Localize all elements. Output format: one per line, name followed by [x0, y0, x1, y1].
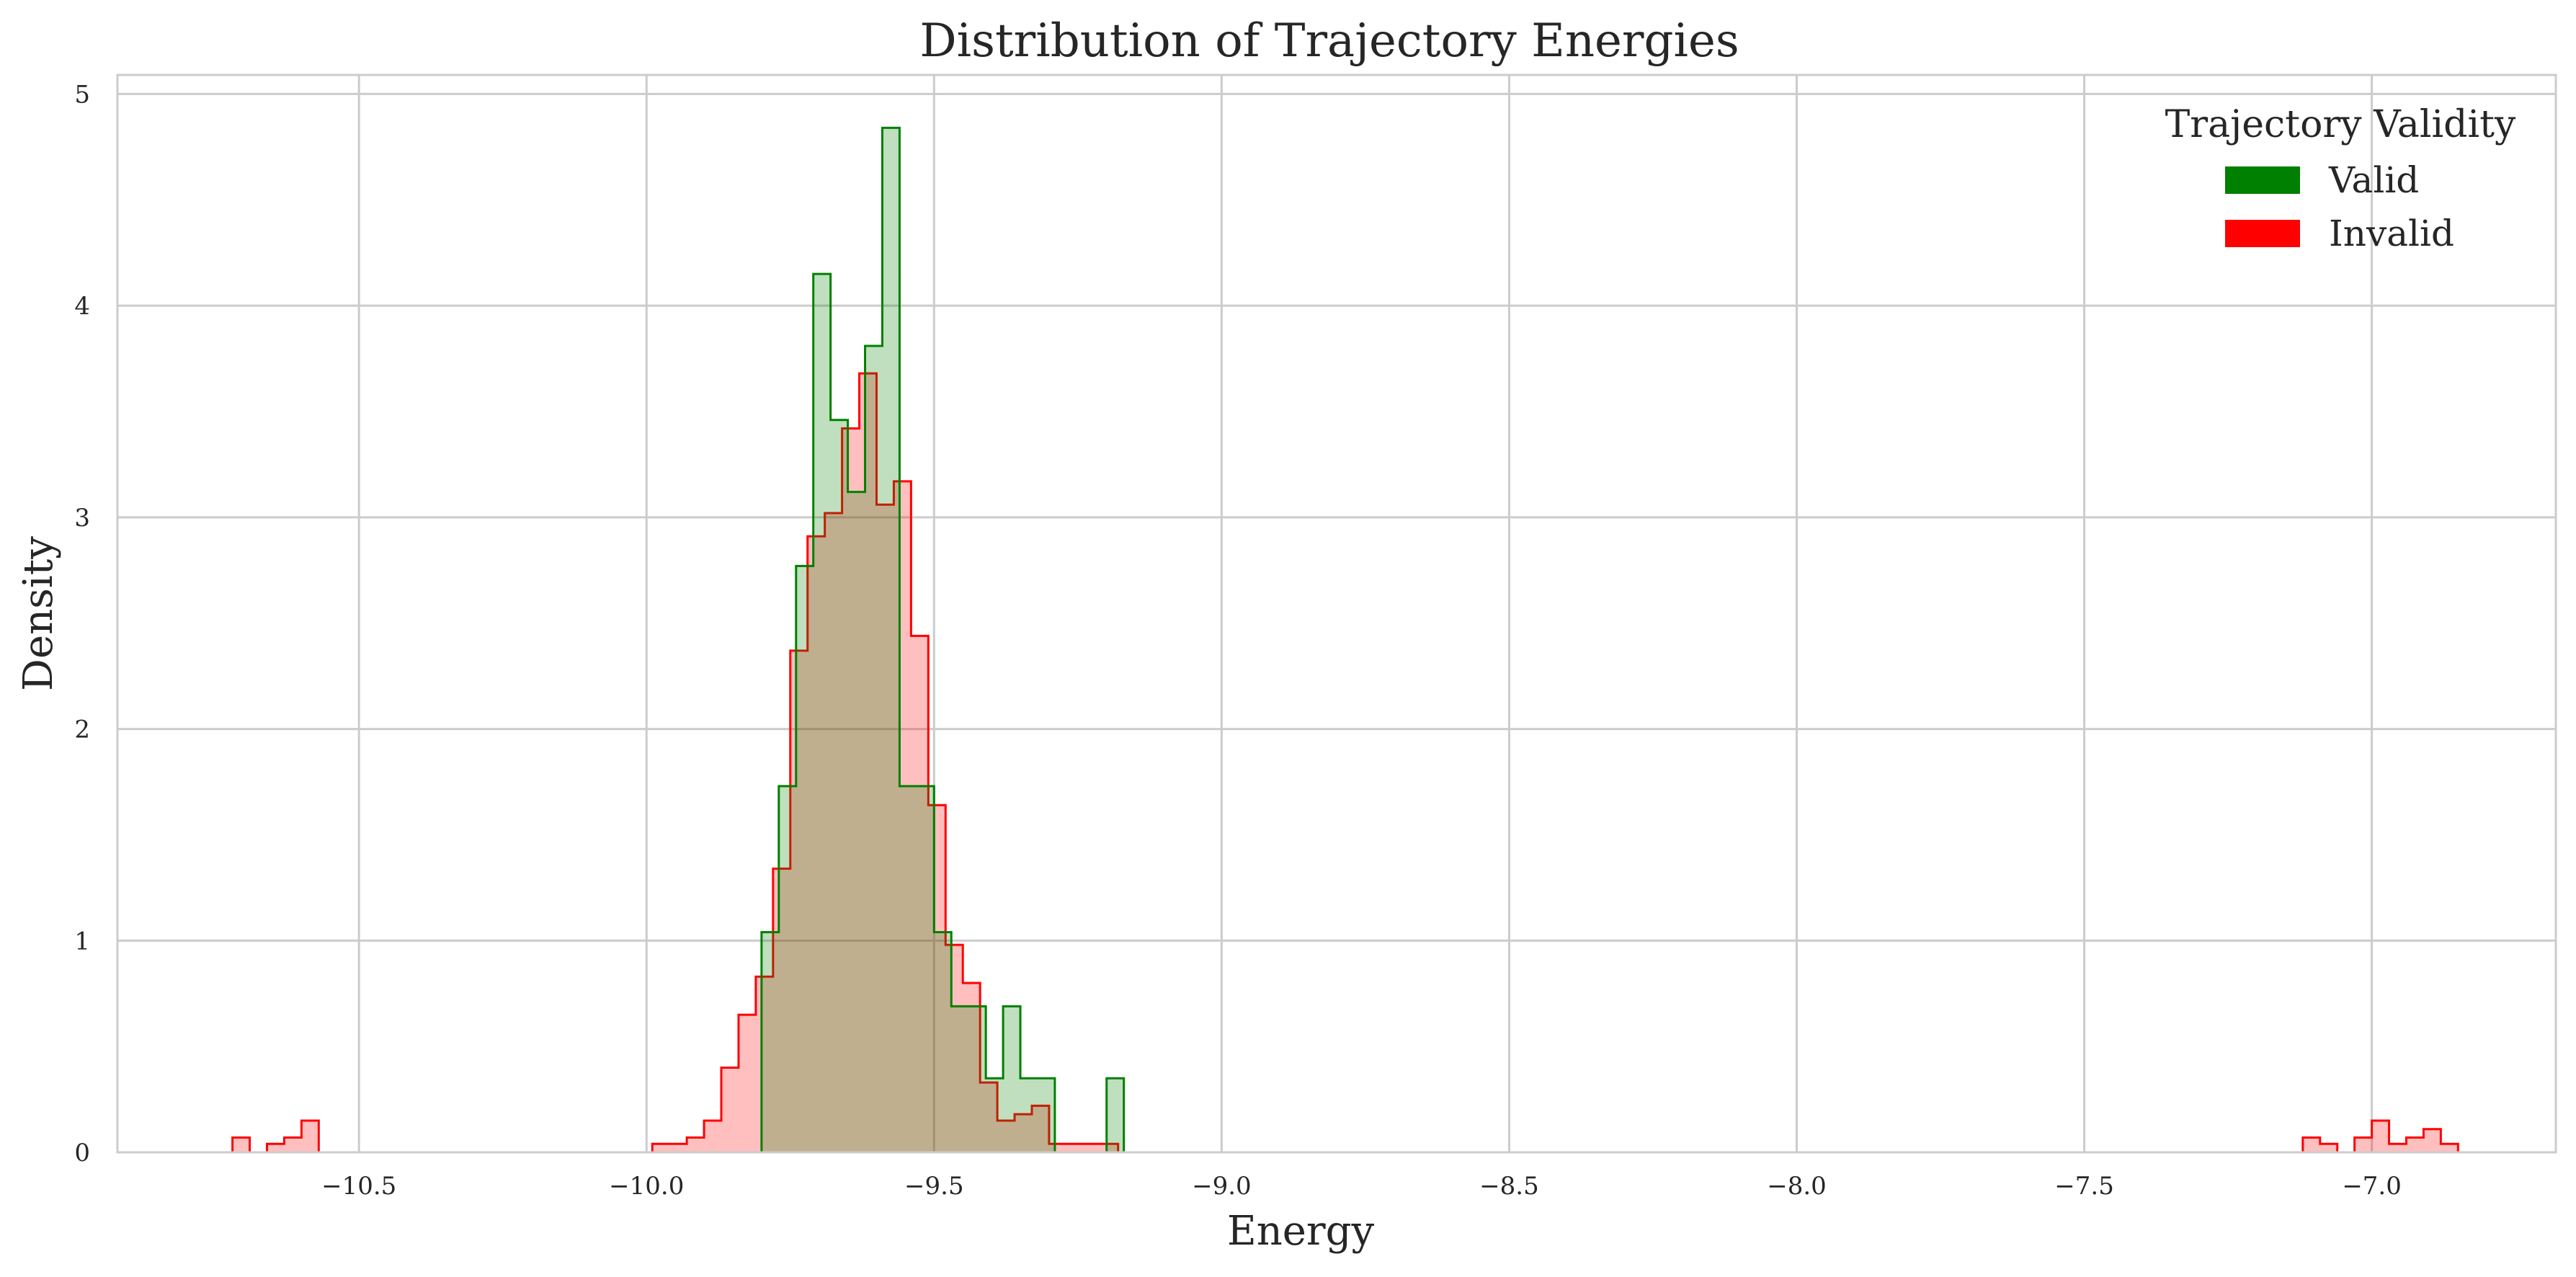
- plot-area: [231, 126, 2459, 1154]
- valid-histogram-bar: [1003, 1006, 1020, 1152]
- invalid-histogram-bar: [721, 1068, 739, 1152]
- invalid-histogram-outline: [231, 1119, 320, 1154]
- invalid-histogram-bar: [2389, 1144, 2407, 1152]
- invalid-histogram-bar: [2406, 1137, 2423, 1152]
- invalid-histogram-bar: [301, 1121, 318, 1152]
- valid-histogram-bar: [882, 128, 899, 1152]
- valid-histogram-bar: [917, 786, 934, 1152]
- valid-histogram-bar: [1020, 1078, 1038, 1152]
- invalid-histogram-outline: [2301, 1119, 2459, 1154]
- invalid-histogram-fill: [652, 373, 1118, 1153]
- valid-histogram-bar: [814, 274, 831, 1152]
- valid-histogram-bar: [968, 1006, 986, 1152]
- x-tick-label: −10.0: [609, 1172, 684, 1201]
- invalid-histogram-fill: [232, 1120, 319, 1152]
- x-tick-label: −7.0: [2342, 1172, 2402, 1201]
- valid-histogram-bar: [831, 420, 848, 1152]
- invalid-histogram-bar: [2303, 1137, 2320, 1152]
- legend-title: Trajectory Validity: [2165, 103, 2516, 146]
- valid-histogram-fill: [761, 128, 1124, 1153]
- valid-histogram-bar: [951, 1006, 968, 1152]
- legend: Trajectory Validity Valid Invalid: [2165, 103, 2516, 254]
- valid-histogram-bar: [865, 346, 883, 1152]
- invalid-histogram-bar: [2372, 1121, 2389, 1152]
- invalid-histogram-bar: [2355, 1137, 2372, 1152]
- y-tick-label: 5: [74, 80, 90, 109]
- invalid-histogram-bar: [284, 1137, 301, 1152]
- valid-histogram-bar: [1107, 1078, 1124, 1152]
- legend-swatch-invalid: [2225, 220, 2300, 247]
- invalid-histogram-bar: [652, 1144, 669, 1152]
- legend-swatch-valid: [2225, 166, 2300, 194]
- plot-frame: [116, 74, 2557, 1154]
- invalid-histogram-bar: [2423, 1129, 2441, 1152]
- x-tick-label: −9.5: [904, 1172, 964, 1201]
- x-tick-label: −8.0: [1767, 1172, 1827, 1201]
- invalid-histogram-bar: [739, 1015, 756, 1152]
- invalid-histogram-bar: [233, 1137, 250, 1152]
- y-tick-label: 4: [74, 292, 90, 321]
- invalid-histogram-bar: [669, 1144, 687, 1152]
- legend-label-valid: Valid: [2328, 159, 2419, 201]
- x-tick-label: −9.0: [1192, 1172, 1252, 1201]
- y-tick-label: 1: [74, 927, 90, 956]
- invalid-histogram-bar: [687, 1137, 704, 1152]
- x-axis-label: Energy: [1227, 1208, 1375, 1255]
- valid-histogram-bar: [779, 786, 796, 1152]
- x-tick-label: −7.5: [2054, 1172, 2114, 1201]
- y-tick-label: 3: [74, 504, 90, 533]
- valid-histogram-bar: [848, 492, 865, 1152]
- y-tick-label: 2: [74, 716, 90, 744]
- x-tick-label: −10.5: [321, 1172, 396, 1201]
- tick-labels: −10.5 −10.0 −9.5 −9.0 −8.5 −8.0 −7.5 −7.0 0 1 2 3 4 5: [74, 80, 2402, 1201]
- invalid-histogram-bar: [2441, 1144, 2458, 1152]
- y-axis-label: Density: [15, 536, 62, 691]
- invalid-histogram-fill: [2302, 1120, 2459, 1152]
- invalid-histogram-bar: [2320, 1144, 2337, 1152]
- invalid-histogram-outline: [651, 372, 1120, 1154]
- valid-histogram-bar: [899, 786, 917, 1152]
- valid-histogram-bar: [934, 933, 951, 1152]
- invalid-histogram-bar: [267, 1144, 285, 1152]
- valid-histogram-bar: [1038, 1078, 1055, 1152]
- y-tick-label: 0: [74, 1139, 90, 1167]
- valid-histogram-bar: [762, 933, 779, 1152]
- valid-histogram-bar: [796, 566, 814, 1152]
- chart-title: Distribution of Trajectory Energies: [919, 14, 1739, 68]
- x-tick-label: −8.5: [1479, 1172, 1539, 1201]
- legend-label-invalid: Invalid: [2329, 213, 2454, 254]
- invalid-histogram-bar: [1066, 1144, 1084, 1152]
- valid-histogram-bar: [986, 1078, 1003, 1152]
- invalid-histogram-bar: [1084, 1144, 1101, 1152]
- invalid-histogram-bar: [704, 1121, 721, 1152]
- grid: [117, 75, 2556, 1154]
